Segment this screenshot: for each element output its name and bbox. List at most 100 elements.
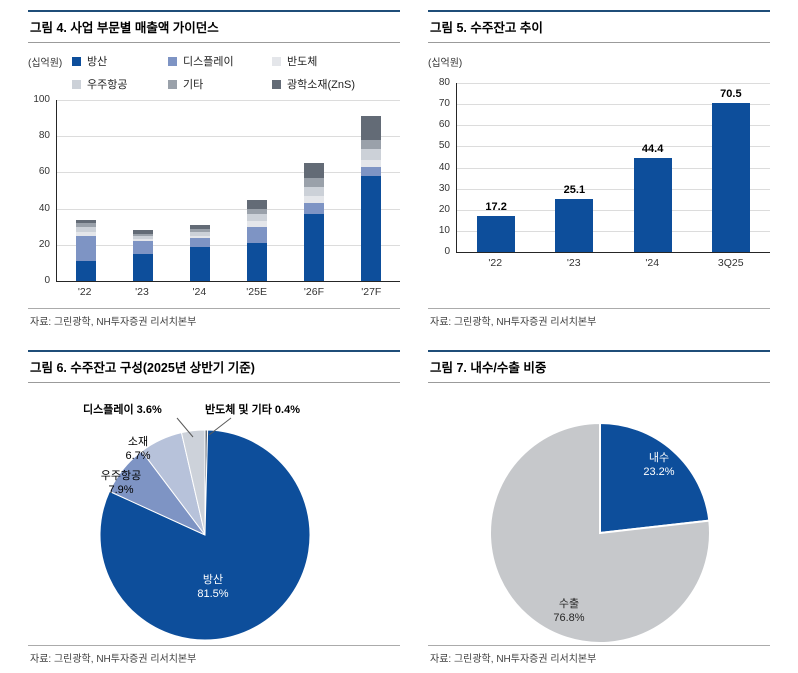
legend-item: 광학소재(ZnS)	[272, 76, 400, 92]
bar-segment	[361, 148, 382, 160]
x-tick-label: '26F	[303, 286, 325, 298]
domestic-export-pie	[489, 421, 711, 644]
legend-label: 우주항공	[87, 79, 128, 91]
bar-segment	[132, 235, 153, 240]
bar-value-label: 70.5	[720, 88, 742, 101]
bar-segment	[189, 246, 210, 281]
figure5-y-axis: 0 10 20 30 40 50 60 70 80	[428, 78, 456, 257]
bar-segment	[361, 159, 382, 167]
bar-segment	[247, 214, 268, 222]
bar-segment	[304, 163, 325, 178]
bar-segment	[361, 139, 382, 149]
bar-segment	[361, 166, 382, 176]
figure5-plot-row: 0 10 20 30 40 50 60 70 80 17.2 25.1 44.4 70.5	[428, 78, 770, 257]
figure4-x-axis: '22 '23 '24 '25E '26F '27F	[56, 286, 400, 298]
bar	[57, 100, 114, 281]
figure5-title: 그림 5. 수주잔고 추이	[428, 10, 770, 43]
bar-segment	[75, 226, 96, 233]
order-backlog-chart: (십억원) 0 10 20 30 40 50 60 70 80 17.2 25.1 44.4 70.5…	[428, 43, 770, 308]
figure5-source: 자료: 그린광학, NH투자증권 리서치본부	[428, 308, 770, 330]
bar	[286, 100, 343, 281]
gridline	[457, 209, 770, 211]
x-tick-label: '23	[135, 286, 149, 298]
bar-stack	[75, 219, 96, 281]
x-tick-label: '22	[77, 286, 92, 298]
bar-segment	[132, 239, 153, 242]
figure5-x-axis: '22 '23 '24 3Q25	[456, 257, 770, 269]
gridline	[457, 167, 770, 169]
legend-label: 방산	[87, 56, 108, 68]
bar-segment	[132, 230, 153, 234]
legend-label: 기타	[183, 79, 204, 91]
bar-segment	[189, 232, 210, 236]
pie-label-export: 수출 76.8%	[553, 598, 585, 625]
bar-segment	[304, 177, 325, 187]
bar-segment	[304, 214, 325, 281]
legend-item: 디스플레이	[168, 53, 272, 69]
pie-label-domestic: 내수 23.2%	[643, 452, 675, 479]
bar: 44.4	[614, 83, 692, 252]
figure4-title: 그림 4. 사업 부문별 매출액 가이던스	[28, 10, 400, 43]
y-tick-label: 70	[438, 98, 450, 110]
y-tick-label: 80	[438, 77, 450, 88]
y-tick-label: 0	[444, 246, 450, 257]
y-tick-label: 80	[38, 130, 50, 142]
gridline	[457, 104, 770, 106]
x-tick-label: '24	[645, 257, 660, 269]
figure7-source: 자료: 그린광학, NH투자증권 리서치본부	[428, 645, 770, 667]
figure6-title: 그림 6. 수주잔고 구성(2025년 상반기 기준)	[28, 350, 400, 383]
bar-value-label: 44.4	[641, 143, 664, 156]
bar-segment	[304, 203, 325, 214]
figure4-unit-label: (십억원)	[28, 58, 63, 69]
gridline	[57, 244, 400, 246]
bar-segment	[75, 235, 96, 262]
y-tick-label: 10	[438, 224, 450, 236]
pie-label-defense: 방산 81.5%	[197, 574, 229, 601]
bar-segment	[247, 221, 268, 227]
pie-label-semiconductor-etc: 반도체 및 기타 0.4%	[205, 404, 300, 416]
figure6-source: 자료: 그린광학, NH투자증권 리서치본부	[28, 645, 400, 667]
figure4-y-axis: 0 20 40 60 80 100	[28, 95, 56, 286]
figure7-panel: 그림 7. 내수/수출 비중 내수 23.2% 수출 76.8% 자료: 그린광…	[428, 350, 770, 665]
bar-segment	[75, 223, 96, 227]
figure5-panel: 그림 5. 수주잔고 추이 (십억원) 0 10 20 30 40 50 60 70 80 17…	[428, 10, 770, 330]
bar-segment	[75, 261, 96, 281]
x-tick-label: '23	[566, 257, 581, 269]
bar-value-label: 17.2	[485, 200, 507, 213]
pie-slice	[599, 421, 711, 535]
bar-segment	[247, 208, 268, 215]
gridline	[57, 172, 400, 174]
bar-stack: 44.4	[633, 143, 672, 252]
legend-label: 광학소재(ZnS)	[287, 79, 355, 91]
gridline	[457, 188, 770, 190]
bar-segment	[304, 186, 325, 196]
bar-stack: 70.5	[711, 88, 750, 252]
figure6-pie-area: 디스플레이 3.6% 반도체 및 기타 0.4% 소재 6.7% 우주항공 7.…	[28, 393, 400, 645]
legend-item: 반도체	[272, 53, 400, 69]
bar-segment	[132, 233, 153, 236]
bar-stack	[132, 230, 153, 281]
y-tick-label: 40	[38, 202, 50, 214]
legend-item: 우주항공	[72, 76, 168, 92]
figure4-plot-row: 0 20 40 60 80 100	[28, 95, 400, 286]
x-tick-label: '25E	[246, 286, 267, 298]
gridline	[457, 230, 770, 232]
legend-marker	[72, 56, 81, 66]
bar-segment	[361, 116, 382, 140]
y-tick-label: 40	[438, 161, 450, 173]
pie-label-display: 디스플레이 3.6%	[83, 404, 162, 416]
bar-segment	[75, 219, 96, 224]
bar-segment	[361, 176, 382, 281]
bars-layer: 17.2 25.1 44.4 70.5	[457, 83, 770, 252]
bar-stack: 25.1	[555, 184, 594, 252]
pie-slice	[489, 421, 711, 644]
figure4-plot-area	[56, 100, 400, 282]
pie-label-materials: 소재 6.7%	[125, 436, 151, 463]
x-tick-label: '22	[488, 257, 503, 269]
bar-stack	[247, 199, 268, 281]
bar	[114, 100, 171, 281]
